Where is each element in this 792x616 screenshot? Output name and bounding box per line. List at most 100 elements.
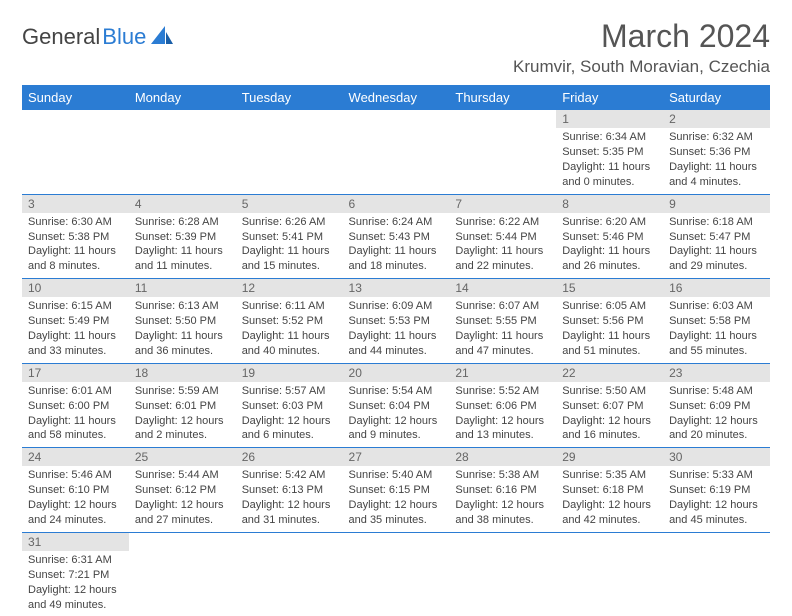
- daylight-line: Daylight: 11 hours and 33 minutes.: [28, 329, 123, 359]
- day-body: Sunrise: 6:28 AMSunset: 5:39 PMDaylight:…: [129, 213, 236, 278]
- daylight-line: Daylight: 12 hours and 38 minutes.: [455, 498, 550, 528]
- daylight-line: Daylight: 12 hours and 49 minutes.: [28, 583, 123, 613]
- sunset-line: Sunset: 5:41 PM: [242, 230, 337, 245]
- calendar-cell: 23Sunrise: 5:48 AMSunset: 6:09 PMDayligh…: [663, 363, 770, 448]
- sunrise-line: Sunrise: 6:32 AM: [669, 130, 764, 145]
- daylight-line: Daylight: 11 hours and 51 minutes.: [562, 329, 657, 359]
- sunset-line: Sunset: 6:09 PM: [669, 399, 764, 414]
- weekday-header: Tuesday: [236, 85, 343, 110]
- day-body: Sunrise: 6:11 AMSunset: 5:52 PMDaylight:…: [236, 297, 343, 362]
- daylight-line: Daylight: 11 hours and 4 minutes.: [669, 160, 764, 190]
- day-body: Sunrise: 5:54 AMSunset: 6:04 PMDaylight:…: [343, 382, 450, 447]
- sunrise-line: Sunrise: 6:22 AM: [455, 215, 550, 230]
- daylight-line: Daylight: 11 hours and 8 minutes.: [28, 244, 123, 274]
- day-body: Sunrise: 6:20 AMSunset: 5:46 PMDaylight:…: [556, 213, 663, 278]
- sunset-line: Sunset: 6:10 PM: [28, 483, 123, 498]
- daylight-line: Daylight: 11 hours and 40 minutes.: [242, 329, 337, 359]
- day-body: Sunrise: 5:33 AMSunset: 6:19 PMDaylight:…: [663, 466, 770, 531]
- calendar-cell: 19Sunrise: 5:57 AMSunset: 6:03 PMDayligh…: [236, 363, 343, 448]
- sunrise-line: Sunrise: 6:24 AM: [349, 215, 444, 230]
- sunset-line: Sunset: 5:49 PM: [28, 314, 123, 329]
- day-body: Sunrise: 6:15 AMSunset: 5:49 PMDaylight:…: [22, 297, 129, 362]
- day-number: 24: [22, 448, 129, 466]
- sunset-line: Sunset: 5:52 PM: [242, 314, 337, 329]
- sunset-line: Sunset: 5:36 PM: [669, 145, 764, 160]
- sunrise-line: Sunrise: 5:35 AM: [562, 468, 657, 483]
- calendar-row: 3Sunrise: 6:30 AMSunset: 5:38 PMDaylight…: [22, 194, 770, 279]
- calendar-cell: 17Sunrise: 6:01 AMSunset: 6:00 PMDayligh…: [22, 363, 129, 448]
- calendar-cell: [236, 110, 343, 194]
- day-number: 28: [449, 448, 556, 466]
- sunrise-line: Sunrise: 5:46 AM: [28, 468, 123, 483]
- daylight-line: Daylight: 12 hours and 24 minutes.: [28, 498, 123, 528]
- logo-text-general: General: [22, 24, 100, 50]
- calendar-cell: 22Sunrise: 5:50 AMSunset: 6:07 PMDayligh…: [556, 363, 663, 448]
- day-body: Sunrise: 6:13 AMSunset: 5:50 PMDaylight:…: [129, 297, 236, 362]
- calendar-cell: 13Sunrise: 6:09 AMSunset: 5:53 PMDayligh…: [343, 279, 450, 364]
- sunrise-line: Sunrise: 6:07 AM: [455, 299, 550, 314]
- calendar-cell: 20Sunrise: 5:54 AMSunset: 6:04 PMDayligh…: [343, 363, 450, 448]
- day-number: 9: [663, 195, 770, 213]
- calendar-cell: [343, 532, 450, 616]
- day-number: 22: [556, 364, 663, 382]
- calendar-cell: 21Sunrise: 5:52 AMSunset: 6:06 PMDayligh…: [449, 363, 556, 448]
- day-number: 12: [236, 279, 343, 297]
- calendar-cell: [22, 110, 129, 194]
- day-number: 4: [129, 195, 236, 213]
- calendar-cell: 4Sunrise: 6:28 AMSunset: 5:39 PMDaylight…: [129, 194, 236, 279]
- day-body: Sunrise: 5:35 AMSunset: 6:18 PMDaylight:…: [556, 466, 663, 531]
- day-number: 25: [129, 448, 236, 466]
- day-body: Sunrise: 6:24 AMSunset: 5:43 PMDaylight:…: [343, 213, 450, 278]
- calendar-cell: 6Sunrise: 6:24 AMSunset: 5:43 PMDaylight…: [343, 194, 450, 279]
- sunset-line: Sunset: 7:21 PM: [28, 568, 123, 583]
- sunset-line: Sunset: 5:50 PM: [135, 314, 230, 329]
- sunset-line: Sunset: 6:03 PM: [242, 399, 337, 414]
- sunset-line: Sunset: 5:53 PM: [349, 314, 444, 329]
- daylight-line: Daylight: 12 hours and 45 minutes.: [669, 498, 764, 528]
- sunset-line: Sunset: 6:15 PM: [349, 483, 444, 498]
- calendar-cell: [556, 532, 663, 616]
- sunrise-line: Sunrise: 6:01 AM: [28, 384, 123, 399]
- sunset-line: Sunset: 5:46 PM: [562, 230, 657, 245]
- daylight-line: Daylight: 11 hours and 58 minutes.: [28, 414, 123, 444]
- daylight-line: Daylight: 11 hours and 47 minutes.: [455, 329, 550, 359]
- calendar-cell: 29Sunrise: 5:35 AMSunset: 6:18 PMDayligh…: [556, 448, 663, 533]
- sunrise-line: Sunrise: 6:05 AM: [562, 299, 657, 314]
- daylight-line: Daylight: 11 hours and 15 minutes.: [242, 244, 337, 274]
- sunset-line: Sunset: 6:19 PM: [669, 483, 764, 498]
- sunrise-line: Sunrise: 6:11 AM: [242, 299, 337, 314]
- sunrise-line: Sunrise: 6:09 AM: [349, 299, 444, 314]
- daylight-line: Daylight: 12 hours and 35 minutes.: [349, 498, 444, 528]
- daylight-line: Daylight: 11 hours and 18 minutes.: [349, 244, 444, 274]
- daylight-line: Daylight: 11 hours and 11 minutes.: [135, 244, 230, 274]
- calendar-cell: [449, 110, 556, 194]
- sunrise-line: Sunrise: 5:33 AM: [669, 468, 764, 483]
- sunrise-line: Sunrise: 6:34 AM: [562, 130, 657, 145]
- calendar-row: 1Sunrise: 6:34 AMSunset: 5:35 PMDaylight…: [22, 110, 770, 194]
- sunset-line: Sunset: 6:07 PM: [562, 399, 657, 414]
- calendar-cell: 1Sunrise: 6:34 AMSunset: 5:35 PMDaylight…: [556, 110, 663, 194]
- day-number: 21: [449, 364, 556, 382]
- calendar-cell: [343, 110, 450, 194]
- sunset-line: Sunset: 6:18 PM: [562, 483, 657, 498]
- sunset-line: Sunset: 6:00 PM: [28, 399, 123, 414]
- day-number: 6: [343, 195, 450, 213]
- calendar-cell: 2 Sunrise: 6:32 AMSunset: 5:36 PMDaylight…: [663, 110, 770, 194]
- day-number: 19: [236, 364, 343, 382]
- sunset-line: Sunset: 5:56 PM: [562, 314, 657, 329]
- sunrise-line: Sunrise: 5:50 AM: [562, 384, 657, 399]
- sunset-line: Sunset: 5:35 PM: [562, 145, 657, 160]
- sunrise-line: Sunrise: 5:54 AM: [349, 384, 444, 399]
- sunrise-line: Sunrise: 5:44 AM: [135, 468, 230, 483]
- day-body: Sunrise: 5:48 AMSunset: 6:09 PMDaylight:…: [663, 382, 770, 447]
- calendar-body: 1Sunrise: 6:34 AMSunset: 5:35 PMDaylight…: [22, 110, 770, 616]
- day-body: Sunrise: 6:18 AMSunset: 5:47 PMDaylight:…: [663, 213, 770, 278]
- sunset-line: Sunset: 6:12 PM: [135, 483, 230, 498]
- calendar-cell: 5Sunrise: 6:26 AMSunset: 5:41 PMDaylight…: [236, 194, 343, 279]
- day-number: 2: [663, 110, 770, 128]
- sunrise-line: Sunrise: 5:42 AM: [242, 468, 337, 483]
- day-body: Sunrise: 5:44 AMSunset: 6:12 PMDaylight:…: [129, 466, 236, 531]
- calendar-cell: [449, 532, 556, 616]
- day-number: 26: [236, 448, 343, 466]
- day-body: Sunrise: 5:52 AMSunset: 6:06 PMDaylight:…: [449, 382, 556, 447]
